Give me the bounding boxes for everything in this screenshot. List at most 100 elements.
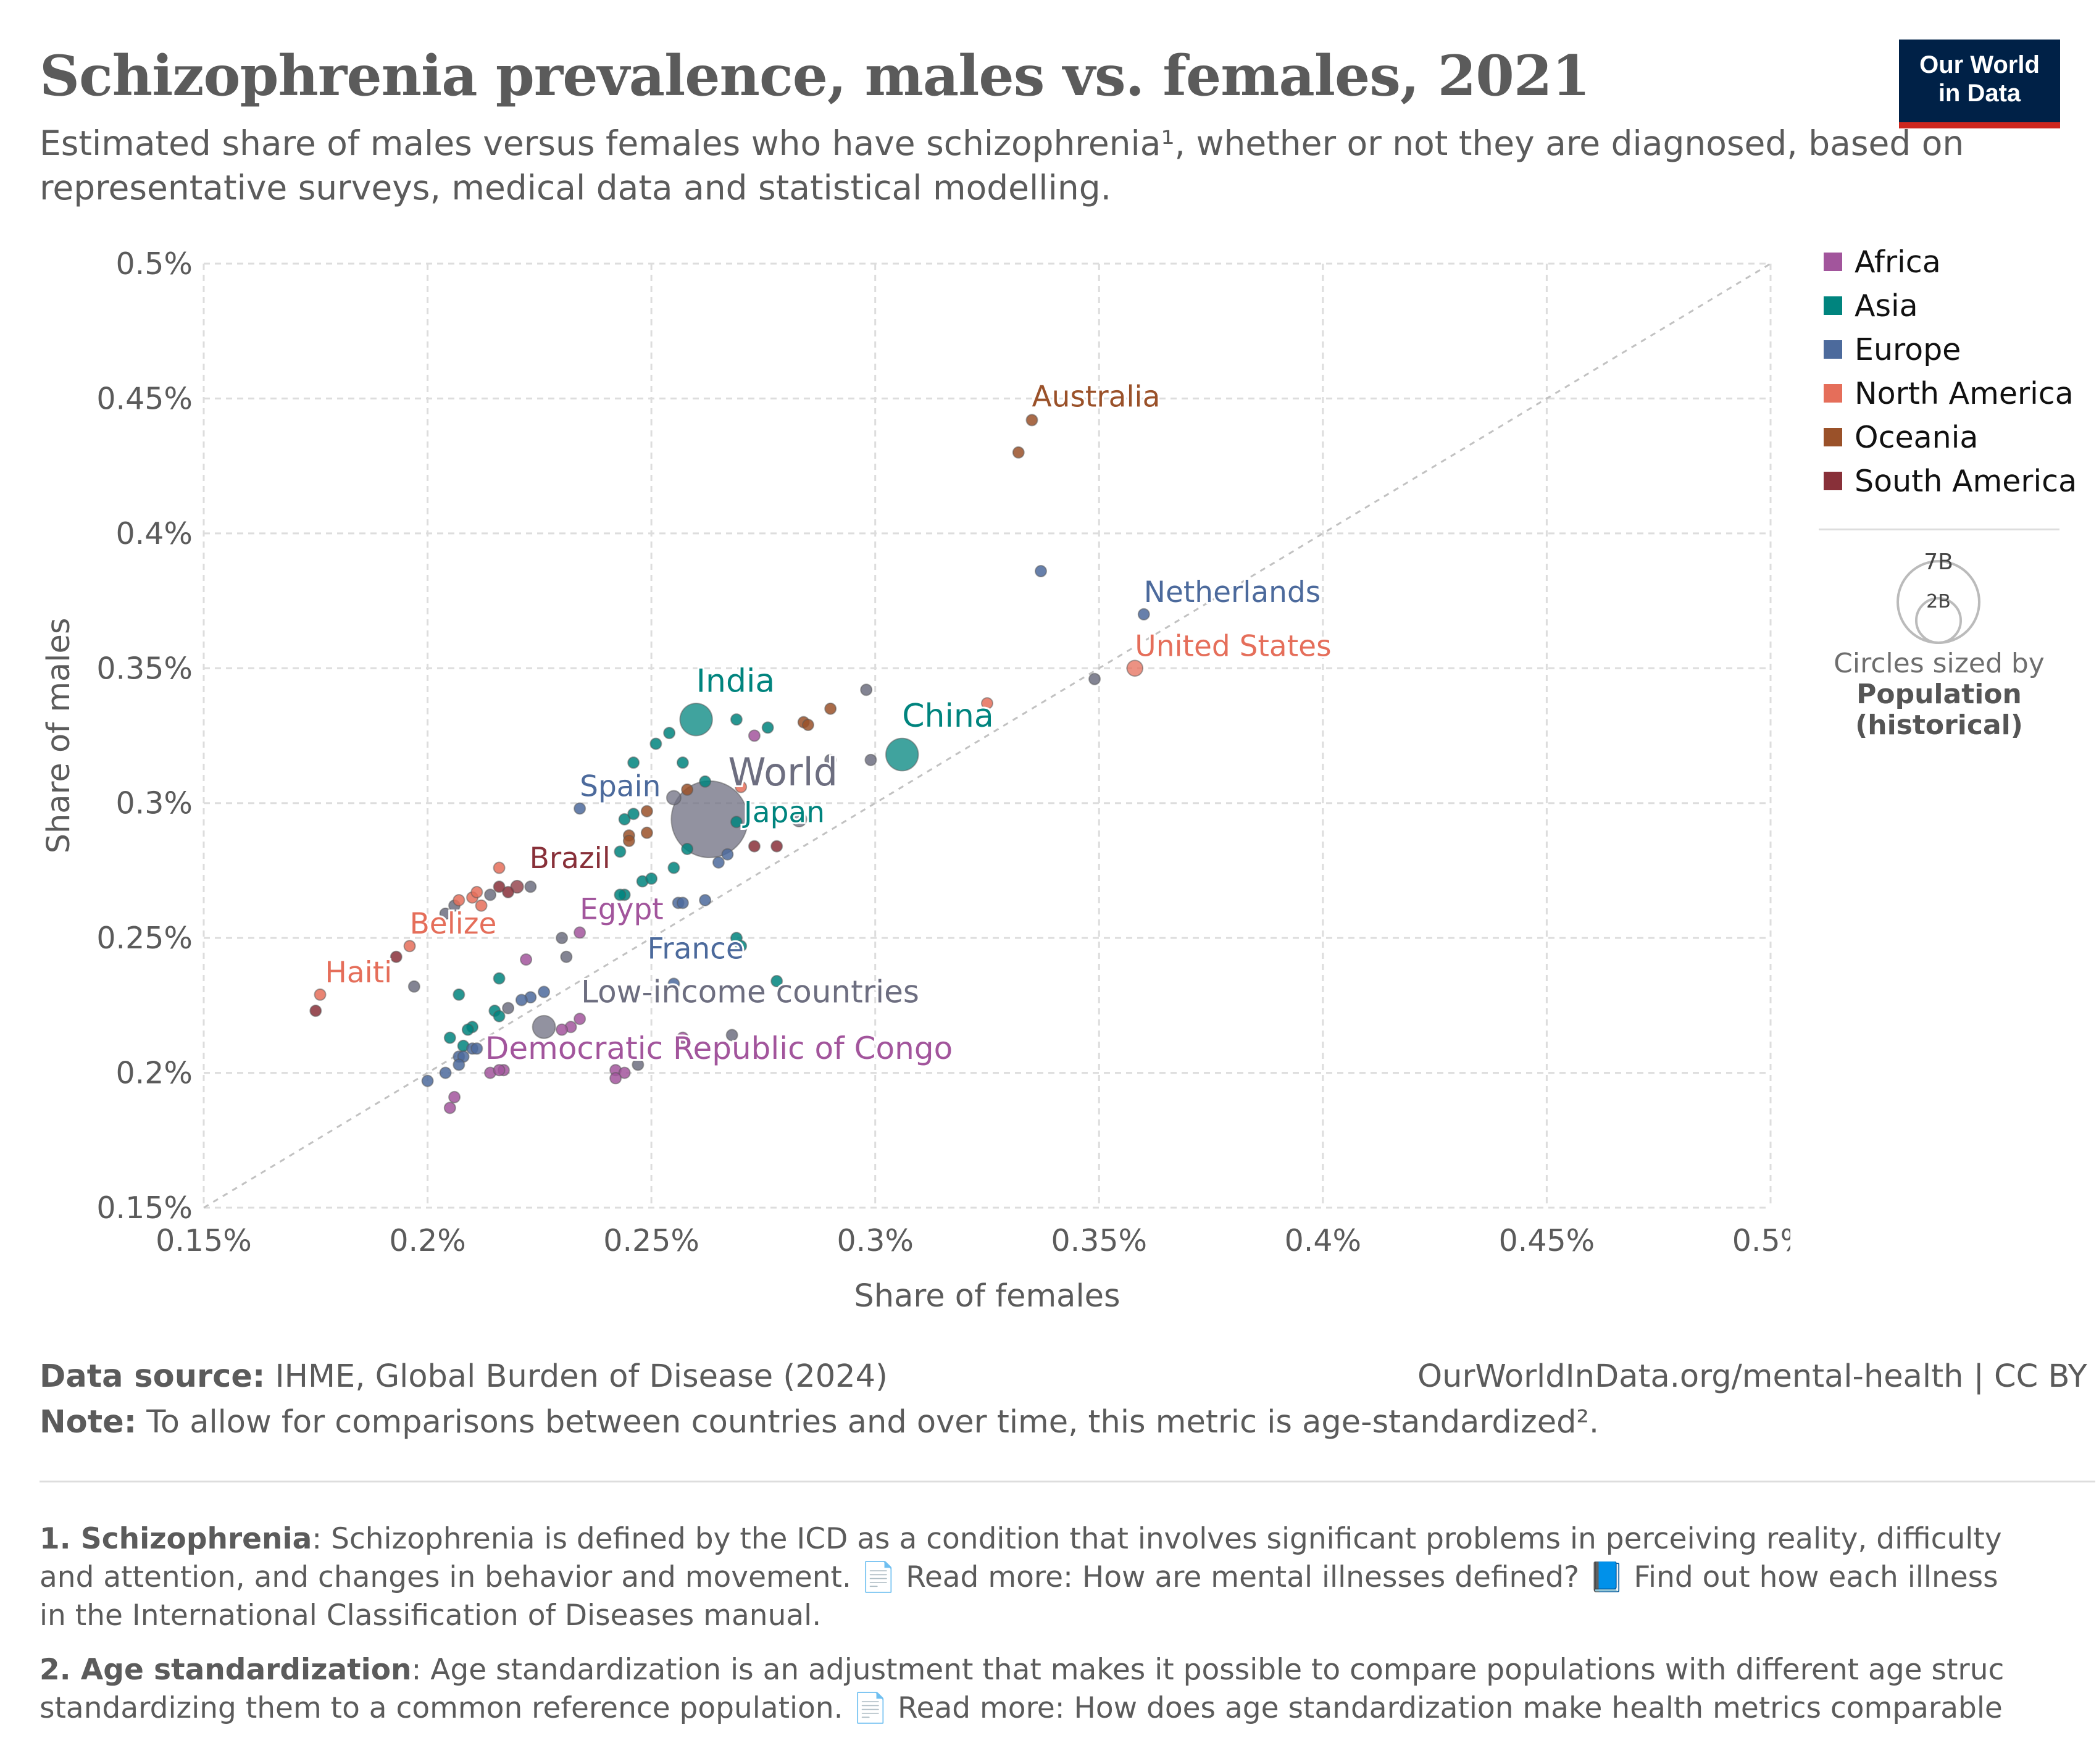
data-point [574, 1013, 586, 1026]
point-japan [730, 816, 743, 829]
legend-item-north-america[interactable]: North America [1824, 376, 2074, 411]
data-point [493, 972, 506, 985]
data-point [515, 993, 528, 1006]
legend-item-oceania[interactable]: Oceania [1824, 420, 1979, 455]
data-point [712, 856, 725, 869]
data-point [439, 1066, 452, 1079]
point-australia [1025, 414, 1038, 427]
x-tick-label: 0.35% [1051, 1223, 1147, 1258]
logo-line-1: Our World [1919, 51, 2040, 78]
data-point [493, 1064, 506, 1077]
data-point [614, 845, 627, 858]
source-url[interactable]: OurWorldInData.org/mental-health | CC BY [1417, 1358, 2087, 1395]
point-haiti [314, 988, 327, 1001]
legend-swatch [1824, 428, 1842, 446]
footnote-1-line-1: : Schizophrenia is defined by the ICD as… [312, 1522, 2002, 1556]
data-point [824, 702, 837, 715]
data-point [609, 1072, 622, 1085]
data-point [721, 848, 734, 861]
data-point [470, 1042, 483, 1055]
legend-item-asia[interactable]: Asia [1824, 288, 1918, 324]
y-tick-label: 0.2% [116, 1056, 193, 1091]
scatter-chart: 0.15% 0.2% 0.25% 0.3% 0.35% 0.4% 0.45% 0.5% 0.5… [41, 246, 1790, 1315]
data-point [981, 697, 993, 710]
data-point [493, 1009, 506, 1022]
data-point [748, 729, 761, 742]
data-point [640, 826, 653, 839]
data-point [681, 783, 694, 796]
point-label-low-income-countries: Low-income countries [581, 974, 919, 1009]
owid-logo[interactable]: Our World in Data [1899, 40, 2060, 128]
size-caption-line-3: (historical) [1855, 709, 2023, 741]
x-tick-label: 0.25% [603, 1223, 699, 1258]
note-text: To allow for comparisons between countri… [136, 1404, 1600, 1440]
y-axis-label: Share of males [41, 618, 77, 854]
source-text: IHME, Global Burden of Disease (2024) [265, 1358, 888, 1395]
x-axis-ticks: 0.15% 0.2% 0.25% 0.3% 0.35% 0.4% 0.45% 0.5% [156, 1223, 1790, 1258]
y-axis-ticks: 0.5% 0.45% 0.4% 0.35% 0.3% 0.25% 0.2% 0.15% [96, 246, 193, 1226]
x-tick-label: 0.3% [837, 1223, 914, 1258]
point-egypt [574, 926, 586, 939]
data-point [309, 1005, 322, 1018]
point-labels: World India China Japan Spain France Brazil Egy… [323, 378, 1333, 1068]
data-point [622, 834, 635, 847]
subtitle-line-2: representative surveys, medical data and… [40, 168, 1112, 207]
data-point [538, 985, 551, 998]
data-point [667, 977, 680, 990]
legend-label: Asia [1855, 288, 1918, 324]
data-point [390, 950, 403, 963]
y-tick-label: 0.45% [96, 381, 193, 416]
data-point [770, 975, 783, 988]
data-point [667, 861, 680, 874]
footnote-1-label: 1. Schizophrenia [40, 1522, 312, 1556]
point-label-egypt: Egypt [580, 892, 664, 926]
footnote-1-line-3: in the International Classification of D… [40, 1599, 822, 1632]
data-point [801, 719, 814, 732]
data-point [524, 880, 537, 893]
data-point [666, 790, 682, 806]
data-point [443, 1101, 456, 1114]
data-point [560, 950, 573, 963]
data-point [407, 980, 420, 993]
x-tick-label: 0.4% [1285, 1223, 1362, 1258]
diagonal-reference-line [203, 262, 1771, 1209]
point-low-income-countries [532, 1014, 556, 1039]
x-axis-label: Share of females [854, 1278, 1120, 1315]
legend-swatch [1824, 296, 1842, 315]
y-tick-label: 0.15% [96, 1190, 193, 1226]
legend-item-africa[interactable]: Africa [1824, 245, 1941, 280]
data-point [484, 888, 497, 901]
data-point [770, 840, 783, 853]
size-caption-line-1: Circles sized by [1834, 648, 2045, 679]
legend-swatch [1824, 253, 1842, 271]
data-point [791, 811, 807, 828]
point-china [885, 737, 919, 772]
data-point [493, 880, 506, 893]
point-label-india: India [696, 663, 775, 700]
data-point [730, 713, 743, 726]
legend-label: Oceania [1855, 420, 1979, 455]
x-tick-label: 0.2% [389, 1223, 466, 1258]
point-label-world: World [728, 750, 838, 795]
point-label-brazil: Brazil [530, 842, 611, 876]
point-india [679, 703, 713, 737]
footnote-2-line-2: standardizing them to a common reference… [40, 1691, 2003, 1725]
data-point [448, 1090, 461, 1103]
size-legend-small-label: 2B [1926, 591, 1951, 612]
legend-label: Europe [1855, 332, 1961, 367]
legend-item-south-america[interactable]: South America [1824, 464, 2077, 499]
data-point [640, 805, 653, 817]
footnote-2: 2. Age standardization: Age standardizat… [40, 1651, 2004, 1728]
data-point [421, 1074, 434, 1087]
point-label-france: France [648, 932, 744, 966]
point-label-spain: Spain [580, 769, 661, 803]
x-tick-label: 0.15% [156, 1223, 252, 1258]
data-point [627, 756, 640, 769]
size-legend-caption: Circles sized by Population (historical) [1819, 648, 2059, 741]
data-point [614, 888, 627, 901]
legend-item-europe[interactable]: Europe [1824, 332, 1961, 367]
point-label-australia: Australia [1032, 380, 1161, 414]
subtitle-line-1: Estimated share of males versus females … [40, 123, 1964, 163]
data-point [748, 840, 761, 853]
data-point [645, 872, 658, 885]
